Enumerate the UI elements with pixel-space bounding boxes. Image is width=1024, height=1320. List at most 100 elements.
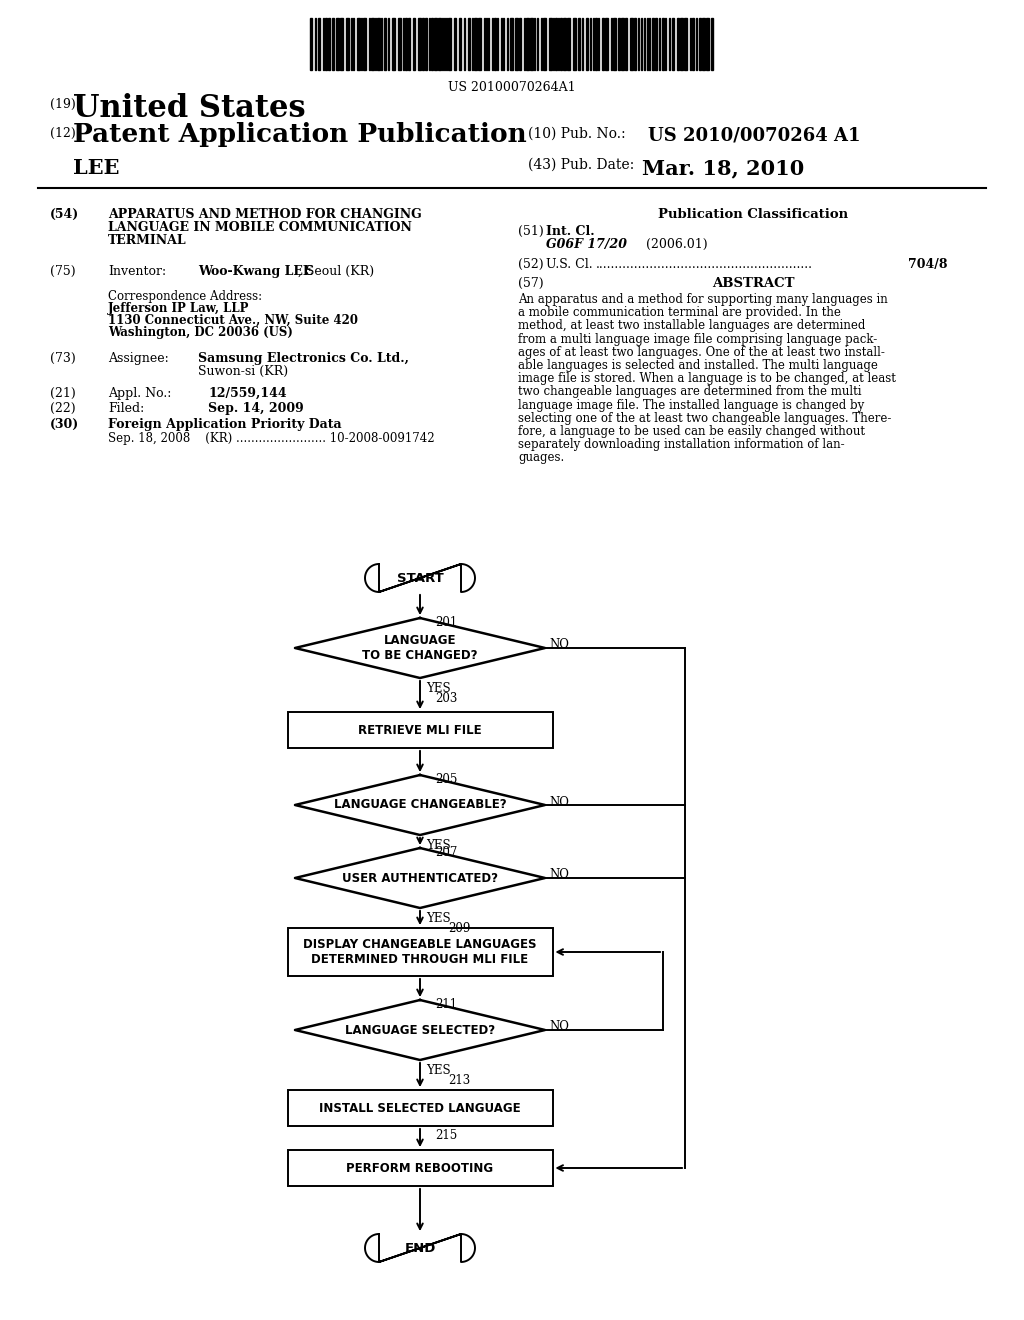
Bar [560, 18, 562, 70]
Text: 201: 201 [435, 616, 458, 630]
Text: (19): (19) [50, 98, 76, 111]
Bar [357, 18, 360, 70]
Bar [573, 18, 575, 70]
Text: 203: 203 [435, 692, 458, 705]
Text: (75): (75) [50, 265, 76, 279]
Bar [602, 18, 604, 70]
Bar [377, 18, 380, 70]
Text: (21): (21) [50, 387, 76, 400]
Bar [625, 18, 627, 70]
Text: Patent Application Publication: Patent Application Publication [73, 121, 526, 147]
Bar [549, 18, 552, 70]
Bar [684, 18, 687, 70]
Bar [328, 18, 330, 70]
Bar [702, 18, 705, 70]
Bar [438, 18, 441, 70]
Text: 1130 Connecticut Ave., NW, Suite 420: 1130 Connecticut Ave., NW, Suite 420 [108, 314, 358, 327]
Text: (12): (12) [50, 127, 76, 140]
Bar [288, 928, 553, 975]
Text: Sep. 14, 2009: Sep. 14, 2009 [208, 403, 304, 414]
Text: 213: 213 [449, 1074, 470, 1086]
Bar [613, 18, 616, 70]
Bar [621, 18, 624, 70]
Bar [340, 18, 343, 70]
Text: 215: 215 [435, 1129, 458, 1142]
Bar [526, 18, 529, 70]
Bar [362, 18, 366, 70]
Text: Jefferson IP Law, LLP: Jefferson IP Law, LLP [108, 302, 250, 315]
Text: Foreign Application Priority Data: Foreign Application Priority Data [108, 418, 342, 432]
Text: from a multi language image file comprising language pack-: from a multi language image file compris… [518, 333, 878, 346]
Text: a mobile communication terminal are provided. In the: a mobile communication terminal are prov… [518, 306, 841, 319]
Text: START: START [396, 572, 443, 585]
Text: Appl. No.:: Appl. No.: [108, 387, 171, 400]
Text: ages of at least two languages. One of the at least two install-: ages of at least two languages. One of t… [518, 346, 885, 359]
Text: An apparatus and a method for supporting many languages in: An apparatus and a method for supporting… [518, 293, 888, 306]
Text: Publication Classification: Publication Classification [658, 209, 848, 220]
Text: (2006.01): (2006.01) [646, 238, 708, 251]
Bar [310, 18, 312, 70]
Bar [431, 18, 433, 70]
Text: US 20100070264A1: US 20100070264A1 [449, 81, 575, 94]
Text: Int. Cl.: Int. Cl. [546, 224, 595, 238]
Text: method, at least two installable languages are determined: method, at least two installable languag… [518, 319, 865, 333]
Text: 12/559,144: 12/559,144 [208, 387, 287, 400]
Text: image file is stored. When a language is to be changed, at least: image file is stored. When a language is… [518, 372, 896, 385]
Bar [515, 18, 518, 70]
Bar [418, 18, 421, 70]
Bar [346, 18, 349, 70]
Bar [413, 18, 415, 70]
Text: NO: NO [549, 869, 569, 882]
Text: Washington, DC 20036 (US): Washington, DC 20036 (US) [108, 326, 293, 339]
Bar [567, 18, 570, 70]
Bar [474, 18, 477, 70]
Text: Filed:: Filed: [108, 403, 144, 414]
Text: U.S. Cl.: U.S. Cl. [546, 257, 593, 271]
Bar [618, 18, 620, 70]
Bar [555, 18, 557, 70]
Bar [318, 18, 319, 70]
Text: Assignee:: Assignee: [108, 352, 169, 366]
Bar [655, 18, 657, 70]
Bar [563, 18, 566, 70]
Bar [371, 18, 374, 70]
Text: two changeable languages are determined from the multi: two changeable languages are determined … [518, 385, 861, 399]
Text: (52): (52) [518, 257, 544, 271]
Text: YES: YES [426, 912, 451, 925]
Bar [459, 18, 461, 70]
Bar [422, 18, 424, 70]
Bar [699, 18, 701, 70]
Text: (51): (51) [518, 224, 544, 238]
Text: RETRIEVE MLI FILE: RETRIEVE MLI FILE [358, 723, 482, 737]
Text: 704/8: 704/8 [908, 257, 947, 271]
Bar [706, 18, 709, 70]
Bar [384, 18, 386, 70]
Text: separately downloading installation information of lan-: separately downloading installation info… [518, 438, 845, 451]
Text: TERMINAL: TERMINAL [108, 234, 186, 247]
Text: (54): (54) [50, 209, 79, 220]
Text: USER AUTHENTICATED?: USER AUTHENTICATED? [342, 871, 498, 884]
Text: (57): (57) [518, 277, 544, 290]
Text: INSTALL SELECTED LANGUAGE: INSTALL SELECTED LANGUAGE [319, 1101, 521, 1114]
Polygon shape [365, 564, 475, 591]
Text: 211: 211 [435, 998, 457, 1011]
Text: LEE: LEE [73, 158, 120, 178]
Bar [519, 18, 521, 70]
Text: NO: NO [549, 639, 569, 652]
Text: LANGUAGE
TO BE CHANGED?: LANGUAGE TO BE CHANGED? [362, 634, 478, 663]
Bar [662, 18, 664, 70]
Polygon shape [365, 1234, 475, 1262]
Text: LANGUAGE IN MOBILE COMMUNICATION: LANGUAGE IN MOBILE COMMUNICATION [108, 220, 412, 234]
Text: ABSTRACT: ABSTRACT [712, 277, 795, 290]
Text: 205: 205 [435, 774, 458, 785]
Text: YES: YES [426, 1064, 451, 1077]
Text: G06F 17/20: G06F 17/20 [546, 238, 627, 251]
Bar [652, 18, 654, 70]
Bar [332, 18, 334, 70]
Bar [530, 18, 534, 70]
Bar [680, 18, 683, 70]
Text: LANGUAGE SELECTED?: LANGUAGE SELECTED? [345, 1023, 495, 1036]
Bar [425, 18, 427, 70]
Text: Samsung Electronics Co. Ltd.,: Samsung Electronics Co. Ltd., [198, 352, 409, 366]
Bar [510, 18, 513, 70]
